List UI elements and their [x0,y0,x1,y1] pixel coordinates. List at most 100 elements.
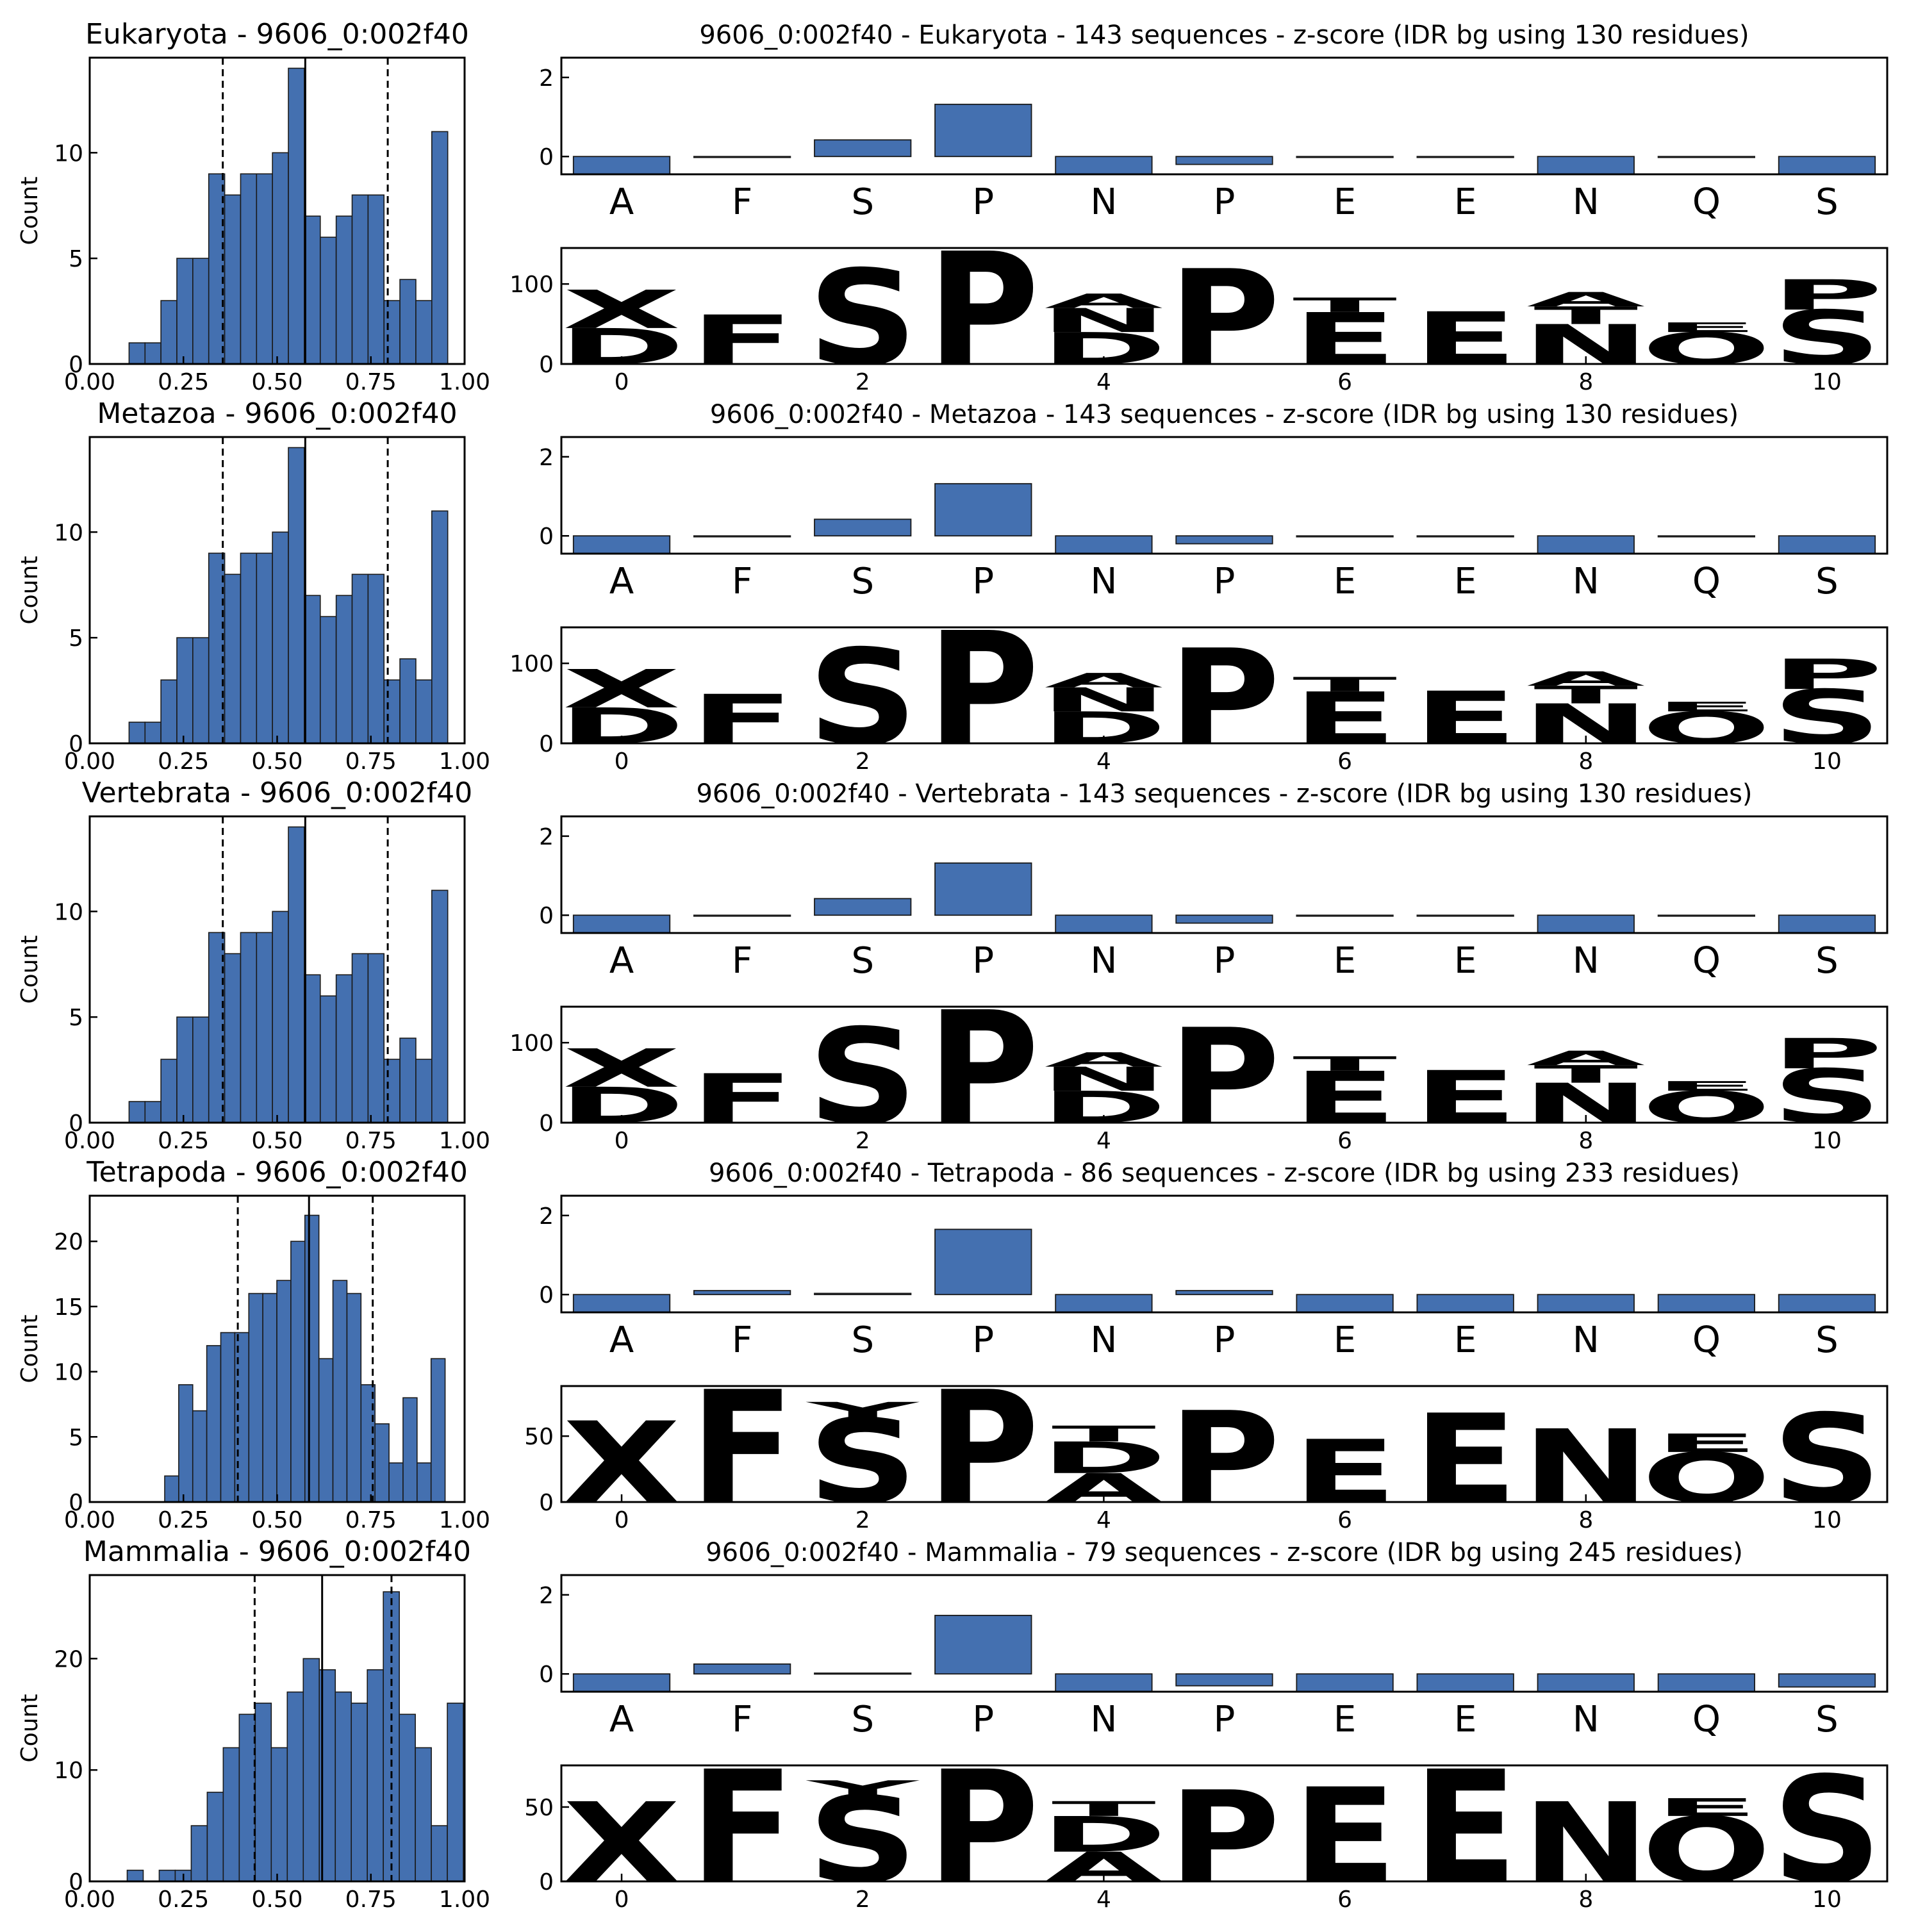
logo-letter: P [927,599,1039,780]
histogram-bar [319,995,337,1123]
y-tick-label: 100 [509,651,554,677]
logo-letter: E [1293,1761,1397,1913]
logo-letter: S [807,1772,918,1910]
zscore-bar [1778,1673,1876,1688]
zscore-category-label: P [972,561,994,602]
zscore-category-label: S [851,561,874,602]
logo-letter: N [1522,313,1650,377]
x-tick-label: 10 [1812,1128,1842,1154]
x-tick-label: 0 [615,1507,629,1533]
x-tick-label: 0.50 [251,748,302,775]
zscore-bar [934,1228,1032,1296]
zscore-category-label: F [732,1699,752,1740]
logo-letter: T [1533,681,1638,709]
zscore-bar [693,914,791,917]
histogram-bar [383,1059,401,1123]
zscore-category-label: P [1214,1699,1235,1740]
histogram-bar [351,574,369,744]
zscore-category-label: S [851,1319,874,1361]
logo-letter: A [1045,669,1163,692]
x-tick-label: 0 [615,369,629,395]
histogram-bar [190,1825,208,1882]
zscore-category-label: A [609,561,634,602]
zscore-bar [1175,914,1273,924]
histogram-bar [304,595,321,744]
x-tick-label: 10 [1812,1507,1842,1533]
zscore-bar [572,156,671,175]
histogram-bar [415,300,433,365]
logo-letter: Q [1641,1082,1771,1133]
logo-letter: E [1654,699,1758,714]
x-tick-label: 0.75 [345,1128,397,1154]
zscore-bar [1778,156,1876,175]
zscore-category-label: N [1090,940,1117,982]
y-tick-label: 0 [69,352,83,378]
x-tick-label: 6 [1337,1887,1352,1913]
logo-letter: A [1526,668,1645,691]
logo-letter: D [1040,1433,1167,1483]
x-tick-label: 8 [1578,1128,1593,1154]
zscore-category-label: N [1090,181,1117,223]
zscore-category-label: Q [1692,561,1721,602]
logo-letter: P [1168,621,1280,775]
histogram-bar [160,679,178,744]
logo-letter: E [1654,1078,1758,1094]
zscore-category-label: S [1815,181,1839,223]
logo-letter: F [690,301,795,380]
logo-letter: D [1040,1806,1167,1863]
x-tick-label: 4 [1096,369,1111,395]
logo-letter: X [563,1780,681,1908]
y-tick-label: 15 [54,1294,83,1321]
zscore-bar [693,535,791,538]
zscore-category-label: A [609,1699,634,1740]
zscore-bar [1296,914,1394,917]
histogram-bar [383,679,401,744]
logo-letter: T [1293,293,1397,317]
histogram-bar [288,67,305,365]
zscore-category-label: E [1454,561,1476,602]
logo-letter: S [807,1395,918,1530]
zscore-bar [572,1294,671,1313]
logo-letter: N [1522,1072,1650,1136]
zscore-bar [1055,1294,1153,1313]
logo-letter: P [1771,1030,1883,1078]
histogram-bar [290,1241,306,1503]
zscore-bar [1537,914,1635,934]
logo-letter: D [558,1077,685,1134]
histogram-bar [351,953,369,1123]
x-tick-label: 4 [1096,1128,1111,1154]
histogram-bar [248,1292,263,1503]
y-tick-label: 100 [509,1030,554,1057]
histogram-title: Eukaryota - 9606_0:002f40 [85,18,469,51]
y-tick-label: 10 [54,140,83,167]
histogram-bar [224,953,242,1123]
zscore-category-label: N [1573,1699,1599,1740]
zscore-bar [1416,535,1514,538]
zscore-bar [814,898,912,916]
histogram-bar [192,1016,210,1123]
x-tick-label: 8 [1578,369,1593,395]
y-tick-label: 5 [69,246,83,272]
logo-letter: X [563,279,681,341]
x-tick-label: 0.00 [64,1507,115,1533]
y-tick-label: 2 [539,445,554,471]
histogram-bar [286,1691,304,1882]
zscore-bar [1175,1673,1273,1687]
y-tick-label: 0 [69,1869,83,1895]
histogram-bar [319,616,337,744]
histogram-bar [304,215,321,365]
logo-frame [560,626,1888,745]
histogram-bar [144,722,161,744]
logo-letter: P [927,1738,1039,1919]
logo-letter: N [1522,693,1650,757]
logo-letter: X [563,1038,681,1100]
y-tick-label: 0 [539,1869,554,1895]
histogram-bar [240,173,258,365]
logo-letter: E [1654,1428,1758,1458]
zscore-category-label: P [1214,940,1235,982]
logo-glyphs: X F SY P ADT P E E NQE S [563,1386,1882,1530]
zscore-bar [1778,535,1876,554]
zscore-category-label: F [732,940,752,982]
zscore-bar [814,518,912,537]
histogram-bar [399,1037,417,1123]
